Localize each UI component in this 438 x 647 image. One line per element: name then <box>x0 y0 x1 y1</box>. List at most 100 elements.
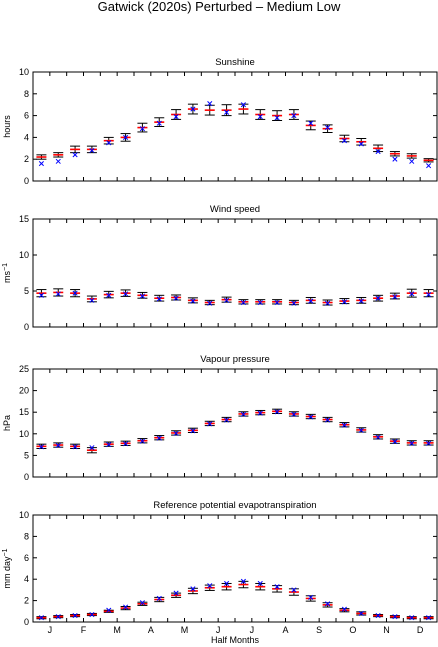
observed-marker-stroke <box>426 292 432 298</box>
observed-marker-stroke <box>341 606 347 612</box>
observed-marker <box>426 292 432 298</box>
observed-marker <box>55 614 61 620</box>
observed-marker <box>341 138 347 144</box>
observed-marker-stroke <box>274 409 280 415</box>
observed-marker <box>72 290 78 296</box>
observed-marker-stroke <box>325 417 331 423</box>
observed-marker <box>139 126 145 132</box>
observed-marker-stroke <box>240 299 246 306</box>
observed-marker-stroke <box>257 410 263 416</box>
observed-marker <box>409 291 415 297</box>
error-bar <box>187 297 198 304</box>
error-bar <box>36 154 47 160</box>
observed-marker <box>325 601 331 607</box>
observed-marker <box>375 149 381 155</box>
observed-marker-stroke <box>89 147 95 154</box>
y-tick-label: 0 <box>24 322 29 332</box>
error-bar <box>423 158 434 163</box>
observed-marker <box>341 422 347 428</box>
observed-marker-stroke <box>308 298 314 304</box>
observed-marker <box>240 299 246 306</box>
observed-marker <box>308 298 314 304</box>
observed-marker <box>274 115 280 121</box>
observed-marker <box>190 586 196 592</box>
error-bar <box>272 299 283 305</box>
error-bar <box>221 296 232 303</box>
error-bar <box>238 103 249 115</box>
observed-marker-stroke <box>139 293 145 299</box>
observed-marker <box>308 120 314 126</box>
observed-marker-stroke <box>190 106 196 112</box>
observed-marker <box>72 613 78 619</box>
observed-marker <box>325 417 331 423</box>
observed-marker <box>173 295 179 301</box>
observed-marker <box>224 297 230 303</box>
observed-marker-stroke <box>426 615 432 621</box>
observed-marker-stroke <box>123 604 129 610</box>
observed-marker <box>156 435 162 441</box>
observed-marker <box>308 414 314 420</box>
observed-marker-stroke <box>89 611 95 618</box>
observed-marker <box>325 300 331 306</box>
observed-marker-stroke <box>207 101 213 107</box>
observed-marker <box>257 580 263 587</box>
y-tick-label: 2 <box>24 154 29 164</box>
x-tick-label: N <box>383 625 390 635</box>
error-bar <box>86 447 97 454</box>
observed-marker-stroke <box>291 300 297 306</box>
observed-marker-stroke <box>123 291 129 297</box>
error-bar <box>171 109 182 120</box>
y-tick-label: 15 <box>19 214 29 224</box>
observed-marker-stroke <box>392 439 398 445</box>
y-tick-label: 10 <box>19 510 29 520</box>
observed-marker-stroke <box>55 158 61 164</box>
y-tick-label: 4 <box>24 574 29 584</box>
observed-marker <box>358 427 364 433</box>
observed-marker <box>190 106 196 112</box>
observed-marker-stroke <box>207 583 213 589</box>
observed-marker-stroke <box>173 430 179 436</box>
observed-marker-stroke <box>190 298 196 304</box>
panel-title: Vapour pressure <box>200 354 270 365</box>
observed-marker <box>240 578 246 584</box>
observed-marker-stroke <box>106 607 112 613</box>
observed-marker-stroke <box>409 158 415 164</box>
observed-marker <box>409 440 415 446</box>
observed-marker <box>139 438 145 444</box>
observed-marker-stroke <box>392 156 398 162</box>
observed-marker <box>89 147 95 154</box>
observed-marker <box>358 298 364 304</box>
observed-marker <box>55 442 61 449</box>
observed-marker-stroke <box>156 296 162 302</box>
observed-marker <box>190 298 196 304</box>
observed-marker-stroke <box>375 295 381 301</box>
observed-marker <box>38 292 44 298</box>
observed-marker-stroke <box>139 438 145 444</box>
observed-marker-stroke <box>274 584 280 590</box>
x-tick-label: D <box>417 625 424 635</box>
x-tick-label: O <box>349 625 356 635</box>
panel-1: Sunshine 0 2 4 6 8 10 hours <box>2 57 438 186</box>
observed-marker-stroke <box>291 411 297 417</box>
error-bar <box>255 582 266 591</box>
observed-marker <box>38 161 44 167</box>
observed-marker-stroke <box>55 291 61 297</box>
observed-marker <box>375 295 381 301</box>
x-tick-label: J <box>48 625 53 635</box>
observed-marker <box>38 615 44 621</box>
observed-marker-stroke <box>325 300 331 306</box>
observed-marker-stroke <box>240 102 246 108</box>
observed-marker-stroke <box>341 299 347 305</box>
observed-marker <box>123 441 129 447</box>
error-bar <box>221 104 232 117</box>
figure-title: Gatwick (2020s) Perturbed – Medium Low <box>98 0 341 14</box>
panel-title: Sunshine <box>215 57 255 68</box>
observed-marker <box>123 134 129 140</box>
observed-marker <box>207 300 213 306</box>
observed-marker <box>375 613 381 619</box>
observed-marker <box>240 411 246 417</box>
observed-marker <box>291 113 297 119</box>
observed-marker <box>190 428 196 434</box>
error-bar <box>53 152 64 158</box>
y-axis-label: hours <box>2 115 12 138</box>
